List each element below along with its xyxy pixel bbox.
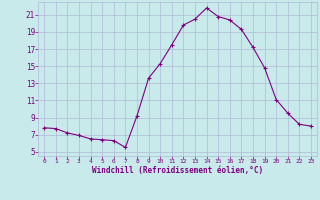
X-axis label: Windchill (Refroidissement éolien,°C): Windchill (Refroidissement éolien,°C) (92, 166, 263, 175)
